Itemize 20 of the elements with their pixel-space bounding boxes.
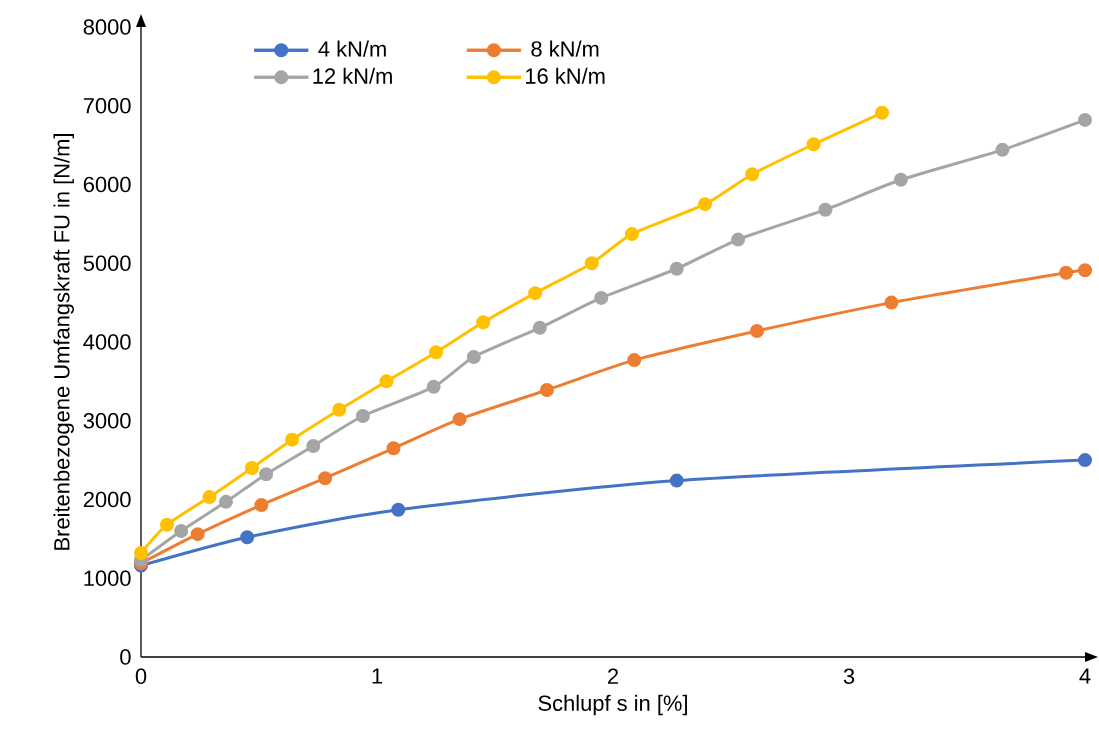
x-tick-label: 2	[608, 668, 619, 684]
y-tick-label: 7000	[83, 97, 131, 114]
y-axis-title: Breitenbezogene Umfangskraft FU in [N/m]	[53, 134, 74, 550]
y-tick-label: 6000	[83, 176, 131, 193]
legend-label: 12 kN/m	[313, 67, 392, 84]
y-tick-label: 0	[120, 649, 131, 665]
y-tick-label: 5000	[83, 255, 131, 271]
x-axis-title: Schlupf s in [%]	[538, 694, 687, 716]
y-tick-label: 1000	[84, 570, 131, 586]
y-tick-label: 4000	[83, 334, 131, 350]
y-tick-label: 8000	[83, 19, 131, 35]
y-tick-label: 2000	[83, 491, 131, 508]
legend-label: 8 kN/m	[531, 40, 599, 57]
legend-label: 16 kN/m	[526, 67, 605, 84]
x-tick-label: 3	[843, 668, 855, 684]
x-tick-label: 1	[372, 668, 383, 684]
y-tick-label: 3000	[83, 412, 131, 429]
x-tick-label: 0	[135, 668, 147, 684]
x-tick-label: 4	[1079, 668, 1091, 684]
legend-label: 4 kN/m	[318, 40, 386, 57]
